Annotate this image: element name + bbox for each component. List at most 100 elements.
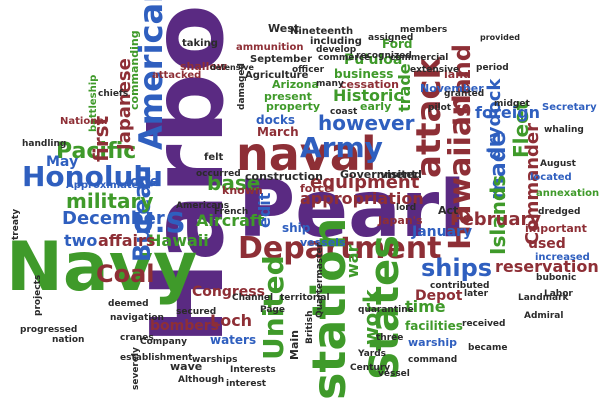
word-quarantine: quarantine — [358, 305, 414, 315]
word-navy: Navy — [6, 228, 197, 307]
word-facilities: facilities — [405, 319, 463, 333]
word-later: later — [464, 289, 489, 299]
word-many: many — [316, 79, 344, 89]
word-january: January — [411, 224, 472, 240]
word-territorial: territorial — [280, 293, 330, 303]
word-japanese: Japanese — [114, 58, 135, 152]
word-located: located — [530, 172, 572, 183]
word-hawaii: Hawaii — [148, 231, 209, 250]
word-department: Department — [238, 231, 441, 266]
word-approximately: Approximately — [66, 180, 149, 191]
word-attacked: attacked — [152, 70, 201, 81]
word-one: one — [130, 174, 159, 190]
word-military: military — [66, 189, 153, 213]
word-november: November — [420, 82, 484, 95]
word-august: August — [540, 159, 577, 169]
word-government: Government — [340, 168, 416, 181]
word-puuloa: Pu'uloa — [344, 52, 402, 68]
word-made: made — [486, 132, 511, 200]
word-act: Act — [438, 204, 458, 217]
word-interests: Interests — [230, 365, 276, 375]
word-company: Company — [140, 337, 187, 347]
word-trade: trade — [395, 63, 414, 112]
word-land: land — [444, 68, 471, 81]
word-quartermaster: Quartermaster — [315, 242, 325, 318]
word-annexation: annexation — [536, 188, 599, 199]
word-attack: attack — [409, 55, 449, 178]
word-shallow: shallow — [180, 60, 227, 73]
word-treaty: treaty — [11, 209, 21, 240]
word-business: business — [334, 67, 393, 81]
word-labor: Labor — [544, 289, 573, 299]
word-march: March — [257, 125, 299, 139]
word-may: May — [46, 154, 78, 170]
word-two: two — [64, 231, 97, 250]
word-time: time — [405, 297, 446, 316]
word-coast: coast — [330, 107, 358, 117]
word-century: Century — [350, 363, 390, 373]
word-bureau: Bureau — [128, 165, 156, 262]
word-historic: Historic — [333, 86, 403, 105]
word-united: United — [257, 255, 290, 360]
word-landmark: Landmark — [518, 293, 570, 303]
word-ammunition: ammunition — [236, 42, 303, 53]
word-members: members — [400, 25, 447, 35]
word-used: used — [528, 236, 566, 252]
word-loch: Loch — [210, 311, 252, 330]
word-americans: Americans — [176, 201, 229, 211]
word-island: Island — [448, 44, 476, 126]
word-american: American — [132, 0, 170, 150]
word-although: Although — [178, 375, 224, 385]
word-hawaiian: Hawaiian — [443, 95, 478, 250]
word-harbor: Harbor — [129, 0, 246, 345]
word-including: including — [310, 36, 362, 47]
word-wave: wave — [170, 360, 202, 373]
word-known: known — [222, 184, 263, 197]
word-september: September — [250, 54, 312, 65]
word-whaling: whaling — [544, 125, 584, 135]
word-ford: Ford — [382, 37, 412, 51]
word-cranes: cranes — [120, 333, 154, 343]
word-islands: Islands — [486, 175, 510, 255]
word-honolulu: Honolulu — [22, 160, 163, 193]
word-warship: warship — [408, 336, 457, 349]
word-secretary: Secretary — [542, 102, 597, 113]
word-reservation: reservation — [495, 257, 599, 276]
word-establishment: establishment — [120, 353, 193, 363]
word-recognized: recognized — [356, 51, 412, 61]
word-work: work — [359, 289, 383, 345]
word-present: present — [264, 90, 312, 103]
word-pearl: Pearl — [238, 165, 466, 255]
word-damaged: damaged — [237, 63, 247, 110]
word-contributed: contributed — [430, 281, 489, 291]
word-drydock: drydock — [484, 78, 505, 160]
word-progressed: progressed — [20, 325, 77, 335]
word-felt: felt — [204, 152, 224, 163]
word-equipment: equipment — [310, 172, 420, 193]
word-construction: construction — [245, 170, 323, 183]
word-congress: Congress — [192, 284, 265, 300]
word-naval: naval — [236, 127, 377, 181]
word-projects: projects — [33, 275, 43, 316]
word-french: French — [214, 207, 248, 217]
word-visited: visited — [380, 168, 422, 181]
word-taking: taking — [182, 38, 218, 49]
word-period: period — [476, 63, 509, 73]
word-waters: waters — [210, 333, 256, 347]
word-chiefs: chiefs — [98, 89, 128, 99]
word-midget: midget — [494, 99, 530, 109]
word-granted: granted — [444, 89, 484, 99]
word-aircraft: Aircraft — [196, 211, 265, 230]
word-lord: lord — [396, 203, 416, 213]
word-became: became — [468, 343, 507, 353]
word-vessels: vessels — [300, 236, 346, 249]
word-yards: Yards — [357, 349, 386, 359]
word-navigation: navigation — [110, 313, 164, 323]
word-base: base — [207, 171, 260, 195]
word-force: force — [300, 182, 332, 195]
word-pacific: Pacific — [56, 139, 136, 164]
word-extensive: extensive — [410, 65, 459, 75]
word-west: West — [268, 22, 299, 35]
word-page: Page — [260, 305, 285, 315]
